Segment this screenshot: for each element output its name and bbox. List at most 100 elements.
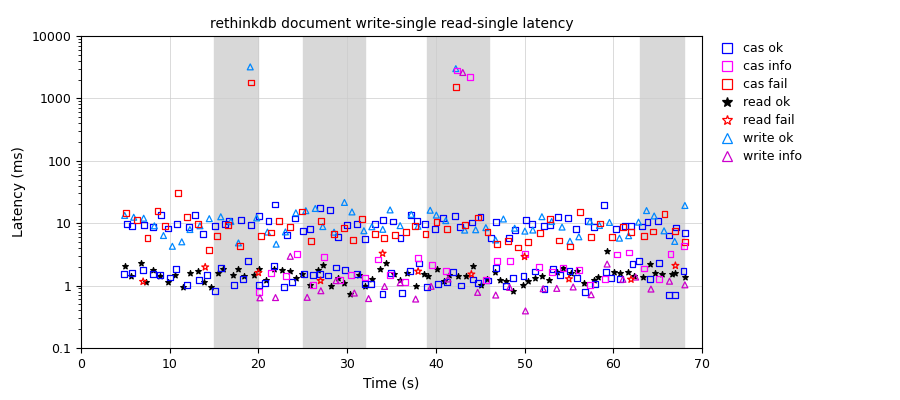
Point [430,266,445,272]
Point [316,223,330,230]
Point [627,273,642,279]
Point [393,222,408,229]
Point [668,262,682,269]
Point [662,232,676,239]
Point [566,284,580,290]
Point [489,292,503,298]
Point [676,268,690,275]
Point [358,283,373,289]
Point [569,226,583,232]
Point [490,219,504,226]
Point [347,290,362,296]
Point [257,280,272,286]
Point [429,218,444,225]
Point [516,282,530,288]
Point [640,219,654,225]
Point [213,214,228,220]
Point [612,276,626,282]
Point [518,250,532,257]
Point [133,260,148,266]
Point [535,273,549,279]
Point [333,277,347,283]
Point [451,272,465,279]
Point [154,212,168,218]
Point [329,264,344,271]
Point [469,226,483,233]
Point [379,260,393,266]
Point [237,273,251,279]
Point [139,278,153,285]
Point [211,233,225,240]
Point [321,272,336,279]
Point [628,274,643,280]
Point [277,284,292,290]
Point [395,290,410,296]
Point [127,214,141,220]
Point [264,270,278,276]
Point [647,213,662,219]
Point [376,217,391,224]
Point [411,268,426,274]
Point [592,222,607,229]
Point [180,282,194,288]
Point [583,282,598,288]
Point [500,278,514,284]
Point [440,279,454,286]
Point [118,212,132,219]
Point [289,275,303,281]
Point [458,272,473,279]
Point [344,272,358,278]
Point [308,205,322,212]
Point [350,270,365,277]
Point [119,210,133,216]
Point [436,214,450,221]
Point [418,230,433,237]
Point [236,276,250,282]
Point [438,218,453,224]
Point [289,210,303,216]
Point [312,270,327,277]
Point [211,270,225,277]
Point [663,251,678,257]
Point [410,223,425,230]
Point [278,272,293,279]
Point [136,266,150,273]
Point [489,265,503,271]
Point [191,268,205,274]
Point [222,218,237,224]
Point [274,267,289,273]
Point [631,219,645,225]
Point [403,268,418,274]
Point [362,295,376,302]
Point [471,214,485,221]
Point [677,243,691,250]
Point [260,229,274,235]
Point [439,268,454,274]
Point [423,207,437,214]
Point [280,232,294,238]
Point [161,225,176,232]
Point [196,231,211,237]
Point [166,243,180,250]
Point [678,202,692,209]
Point [226,272,240,278]
Point [639,207,653,214]
Point [261,218,275,224]
Point [544,269,559,275]
Point [268,294,283,301]
Point [345,209,359,215]
Point [404,211,419,218]
Point [446,268,460,275]
Point [198,264,212,270]
Point [352,272,366,278]
Point [137,215,151,221]
Point [312,205,327,211]
Point [240,258,255,264]
Bar [302,36,365,348]
Point [425,262,439,268]
Point [327,231,341,238]
Point [364,276,379,282]
Point [563,269,578,276]
Point [364,224,379,230]
Point [572,209,587,215]
